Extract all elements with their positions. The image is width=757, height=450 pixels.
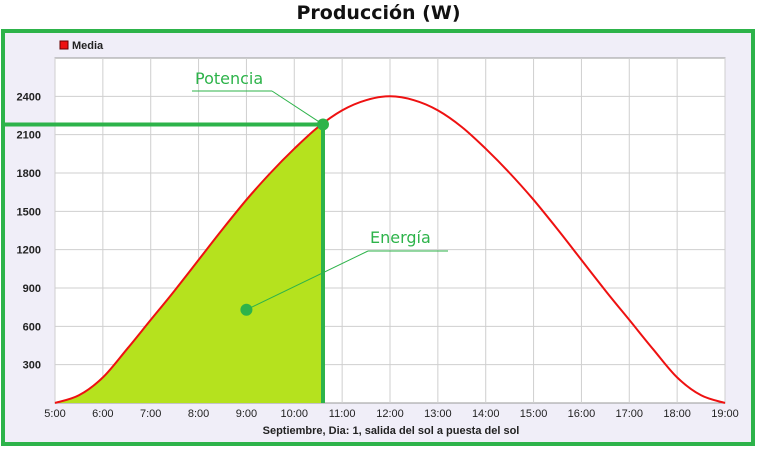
chart-title: Producción (W) [296, 2, 461, 24]
annotation-potencia: Potencia [192, 69, 329, 131]
x-tick-label: 18:00 [663, 408, 691, 420]
annotation-energia-leader [246, 250, 369, 311]
series-line-media [54, 95, 726, 404]
y-tick-label: 600 [23, 321, 41, 333]
x-tick-label: 17:00 [616, 408, 644, 420]
x-tick-label: 11:00 [329, 408, 356, 420]
annotation-potencia-label: Potencia [195, 69, 263, 88]
x-tick-label: 15:00 [520, 408, 548, 420]
x-tick-label: 6:00 [92, 408, 113, 420]
y-tick-label: 2100 [17, 130, 41, 142]
x-tick-label: 5:00 [44, 408, 65, 420]
annotation-energia-label: Energía [370, 228, 431, 247]
legend-label-media: Media [72, 40, 104, 52]
y-tick-label: 1800 [17, 168, 41, 180]
annotation-potencia-marker [317, 118, 329, 131]
x-tick-label: 19:00 [711, 408, 739, 420]
x-tick-label: 8:00 [188, 408, 209, 420]
x-tick-label: 12:00 [376, 408, 404, 420]
x-tick-label: 10:00 [281, 408, 309, 420]
y-tick-label: 1200 [17, 245, 41, 257]
x-axis-label: Septiembre, Dia: 1, salida del sol a pue… [263, 425, 520, 437]
y-tick-label: 2400 [17, 91, 41, 103]
legend-swatch-media [59, 40, 69, 50]
y-tick-label: 1500 [17, 206, 41, 218]
annotation-energia: Energía [240, 228, 448, 316]
x-tick-label: 13:00 [424, 408, 452, 420]
y-axis-ticks: 300 600 900 1200 1500 1800 2100 2400 [17, 91, 41, 371]
y-tick-label: 900 [23, 283, 41, 295]
x-tick-label: 16:00 [568, 408, 596, 420]
y-tick-label: 300 [23, 360, 41, 372]
x-axis-ticks: 5:00 6:00 7:00 8:00 9:00 10:00 11:00 12:00 13:00… [44, 408, 738, 420]
energy-area [55, 123, 323, 403]
x-tick-label: 7:00 [140, 408, 161, 420]
legend: Media [59, 40, 104, 52]
annotation-energia-marker [240, 303, 253, 316]
annotation-potencia-leader [271, 90, 324, 125]
x-tick-label: 9:00 [236, 408, 257, 420]
chart-frame [1, 29, 755, 446]
x-tick-label: 14:00 [472, 408, 500, 420]
